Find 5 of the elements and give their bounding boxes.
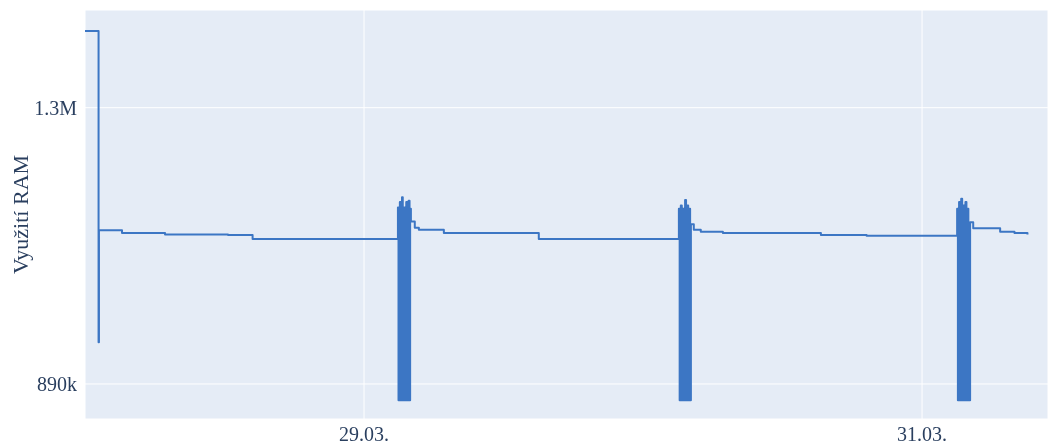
x-tick-label: 29.03.: [339, 423, 390, 441]
y-axis-title: Využití RAM: [7, 154, 33, 275]
y-tick-label: 1.3M: [34, 96, 78, 119]
x-tick-label: 31.03.: [897, 423, 948, 441]
y-tick-label: 890k: [37, 373, 77, 396]
